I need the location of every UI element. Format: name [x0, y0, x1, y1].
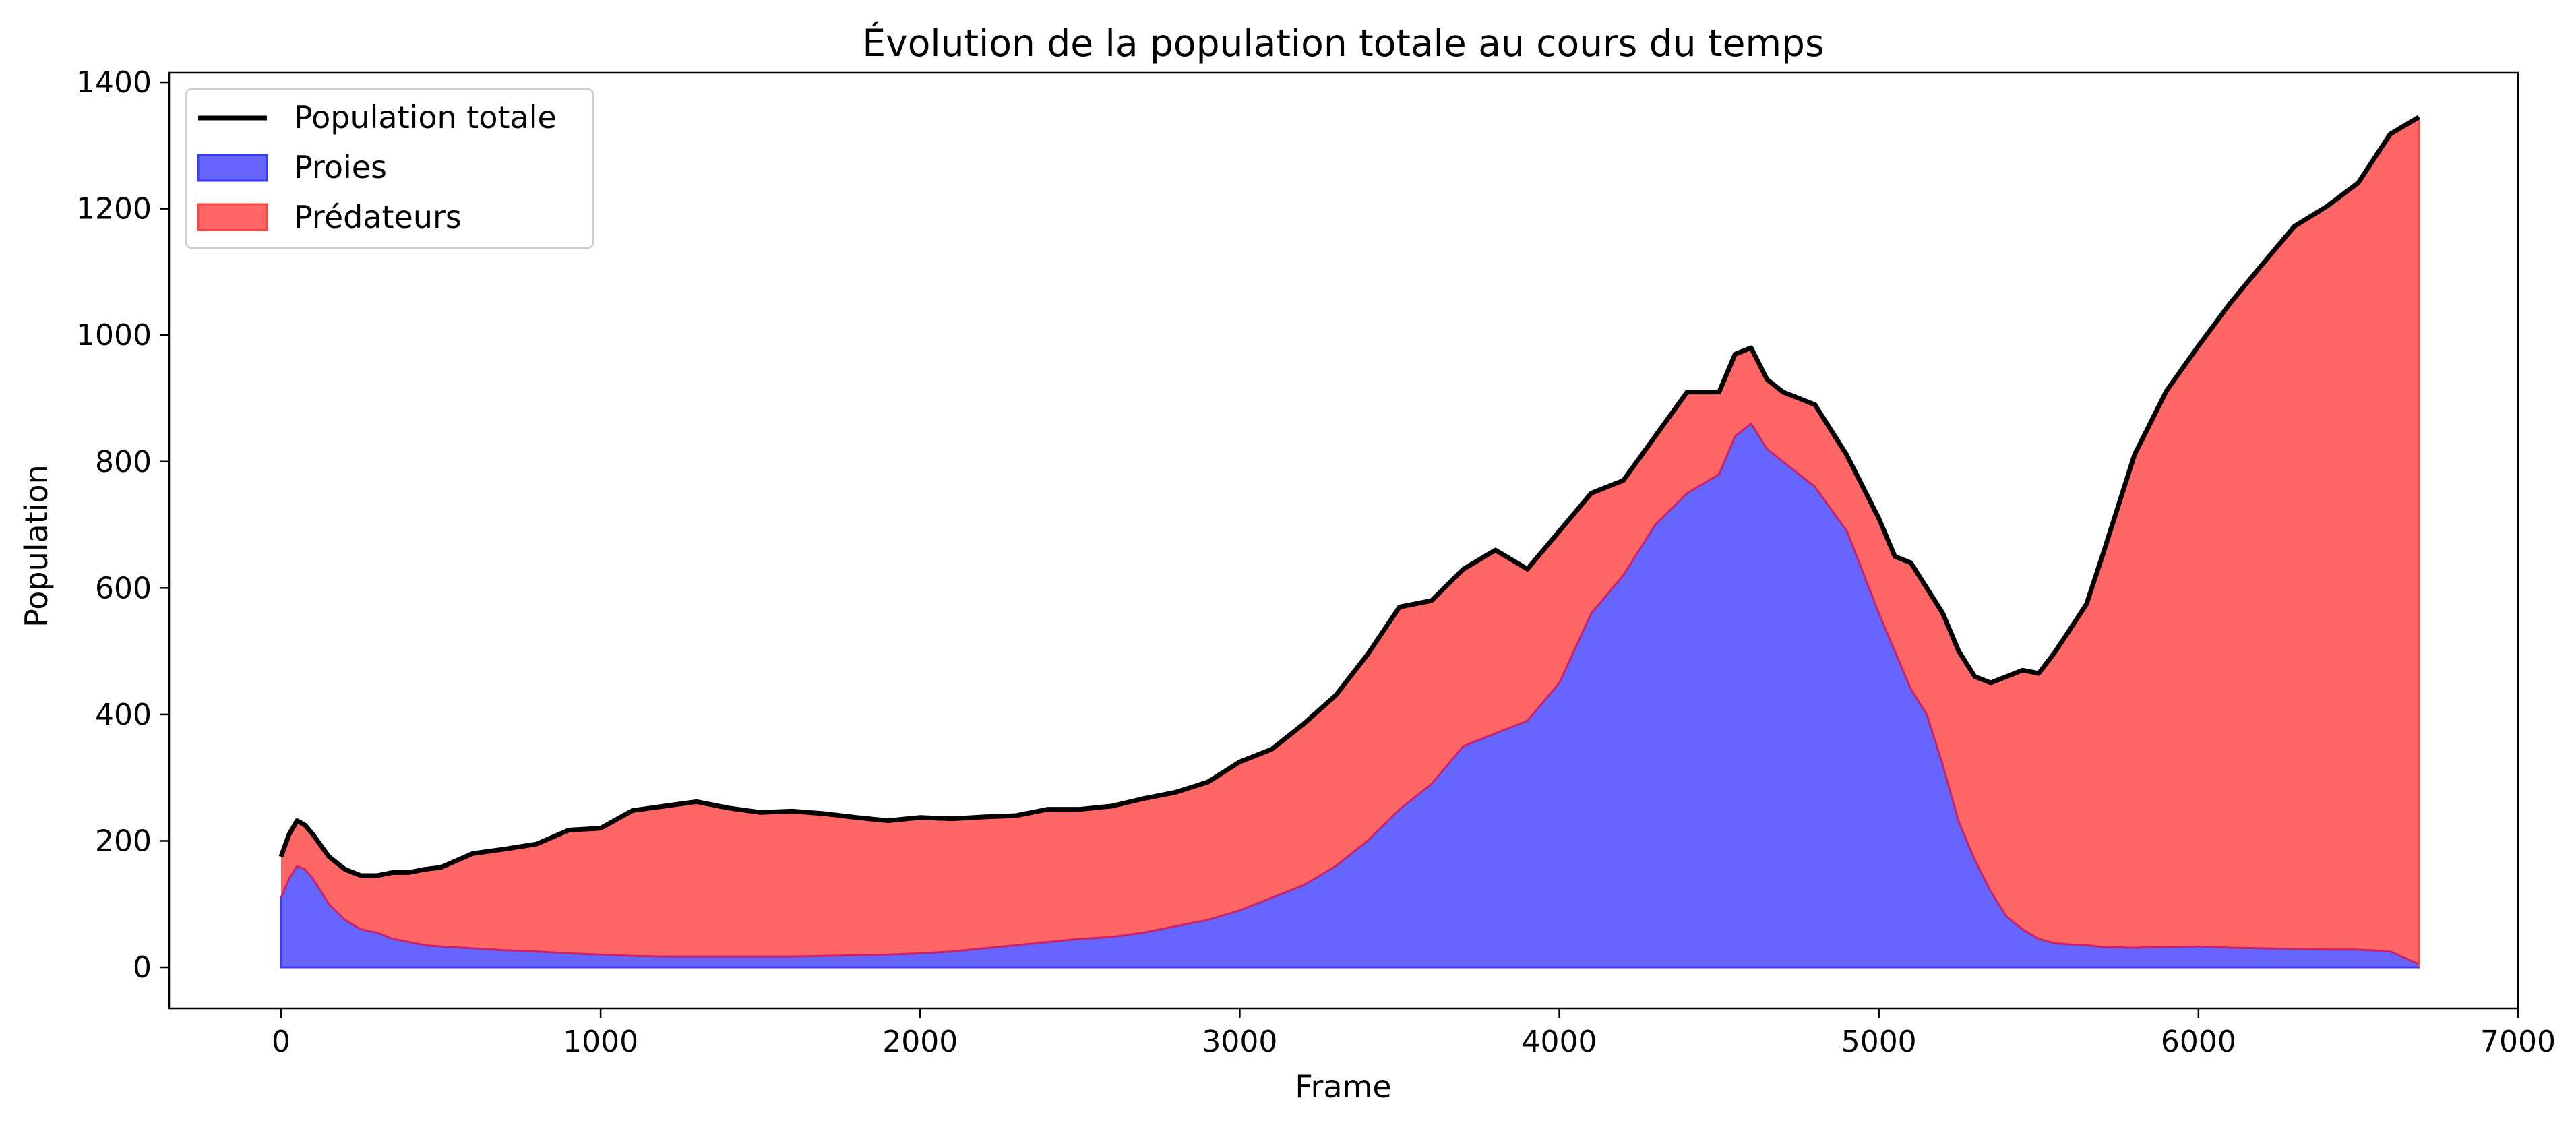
y-tick-label: 1000 — [76, 318, 152, 353]
y-tick-label: 400 — [95, 698, 152, 732]
chart-title: Évolution de la population totale au cou… — [862, 22, 1824, 65]
x-tick-label: 2000 — [882, 1025, 958, 1059]
plot-area: 0 1000 2000 3000 4000 5000 6000 7000 0 200 400 600 8… — [76, 65, 2556, 1059]
legend-swatch-predators — [197, 203, 268, 231]
y-tick-label: 1400 — [76, 65, 152, 100]
x-tick-label: 4000 — [1522, 1025, 1597, 1059]
legend: Population totale Proies Prédateurs — [185, 88, 594, 249]
legend-swatch-prey — [197, 154, 268, 182]
x-tick-label: 3000 — [1202, 1025, 1277, 1059]
x-tick-label: 7000 — [2480, 1025, 2556, 1059]
y-tick-label: 200 — [95, 824, 152, 858]
predator-area — [280, 117, 2420, 965]
y-tick-label: 600 — [95, 571, 152, 605]
legend-box — [185, 88, 594, 249]
legend-label-prey: Proies — [294, 149, 387, 185]
x-tick-label: 0 — [272, 1025, 290, 1059]
plot-frame — [168, 71, 2519, 1010]
y-tick-label: 0 — [133, 950, 152, 985]
y-tick-label: 800 — [95, 445, 152, 479]
y-axis-title: Population — [18, 464, 55, 628]
x-tick-label: 5000 — [1841, 1025, 1917, 1059]
y-tick-label: 1200 — [76, 192, 152, 226]
x-tick-label: 6000 — [2161, 1025, 2236, 1059]
total-population-line — [278, 115, 2420, 878]
legend-label-predators: Prédateurs — [294, 199, 462, 235]
legend-label-total: Population totale — [294, 99, 557, 135]
x-tick-label: 1000 — [563, 1025, 638, 1059]
prey-boundary-line — [280, 422, 2420, 965]
x-axis-title: Frame — [1295, 1068, 1391, 1105]
